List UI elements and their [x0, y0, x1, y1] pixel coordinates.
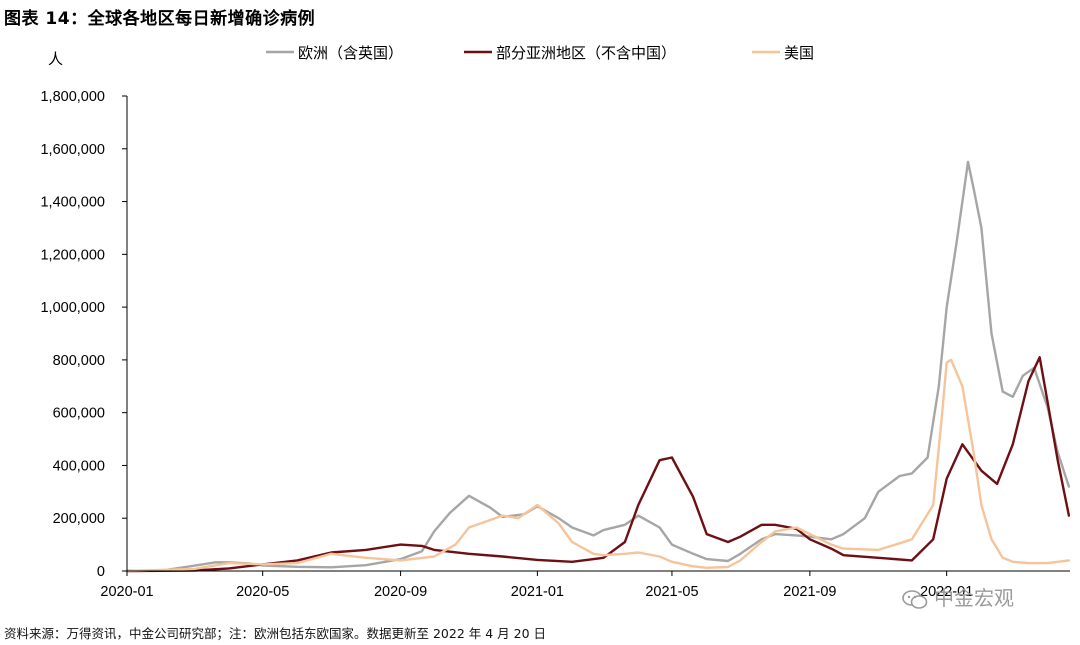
y-tick-label: 1,600,000: [40, 142, 105, 158]
source-note: 资料来源：万得资讯，中金公司研究部；注：欧洲包括东欧国家。数据更新至 2022 …: [4, 626, 547, 641]
watermark-text: 中金宏观: [934, 586, 1014, 610]
y-tick-label: 800,000: [53, 353, 105, 369]
legend-label-usa: 美国: [784, 44, 814, 62]
series-line-usa: [125, 358, 1071, 573]
wechat-icon: [902, 589, 928, 609]
y-axis-unit-label: 人: [48, 50, 63, 68]
series-line-asia: [125, 356, 1071, 573]
legend-label-europe: 欧洲（含英国）: [298, 44, 403, 62]
watermark: 中金宏观: [902, 582, 1014, 611]
y-tick-label: 1,400,000: [40, 195, 105, 211]
legend: 欧洲（含英国） 部分亚洲地区（不含中国） 美国: [266, 44, 814, 62]
y-tick-label: 400,000: [53, 458, 105, 474]
x-tick-label: 2020-09: [374, 584, 427, 600]
y-tick-label: 1,800,000: [40, 89, 105, 105]
y-tick-label: 1,200,000: [40, 247, 105, 263]
x-tick-label: 2021-09: [783, 584, 836, 600]
legend-label-asia: 部分亚洲地区（不含中国）: [496, 44, 676, 62]
y-tick-label: 0: [97, 564, 105, 580]
y-tick-label: 200,000: [53, 511, 105, 527]
x-tick-label: 2020-01: [100, 584, 153, 600]
y-tick-label: 1,000,000: [40, 300, 105, 316]
y-tick-label: 600,000: [53, 406, 105, 422]
x-tick-label: 2020-05: [236, 584, 289, 600]
x-tick-label: 2022-01: [920, 584, 973, 600]
x-tick-label: 2021-05: [645, 584, 698, 600]
axes: 0 200,000 400,000 600,000 800,000 1,000,000 1,…: [40, 50, 1070, 600]
series-layer: [125, 160, 1071, 573]
x-tick-label: 2021-01: [511, 584, 564, 600]
chart-title: 图表 14：全球各地区每日新增确诊病例: [4, 9, 316, 29]
series-line-europe: [125, 160, 1071, 573]
